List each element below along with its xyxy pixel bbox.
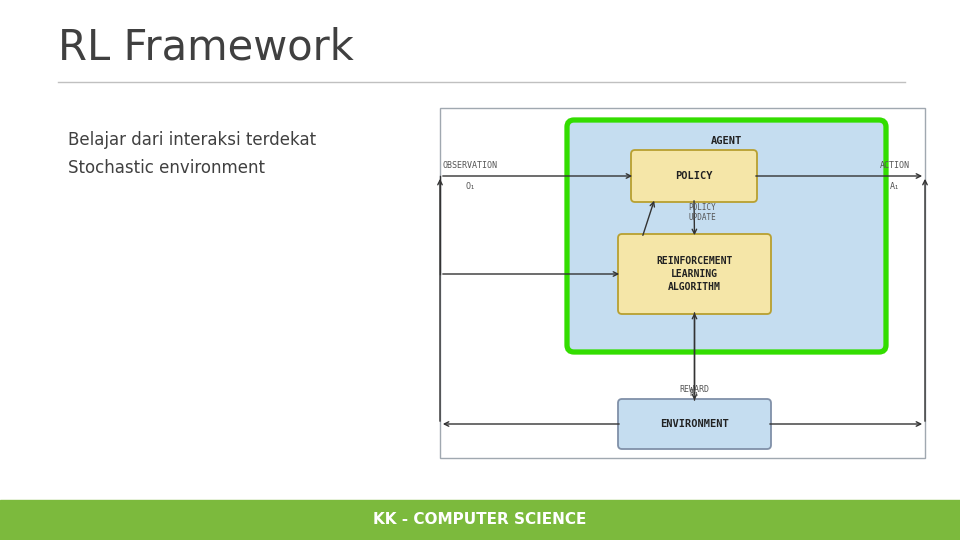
Text: ACTION: ACTION xyxy=(880,161,910,170)
Text: A₁: A₁ xyxy=(890,182,900,191)
FancyBboxPatch shape xyxy=(618,399,771,449)
Text: REWARD: REWARD xyxy=(680,384,709,394)
Text: POLICY: POLICY xyxy=(688,204,716,213)
Bar xyxy=(440,108,925,458)
Text: KK - COMPUTER SCIENCE: KK - COMPUTER SCIENCE xyxy=(373,512,587,528)
Text: UPDATE: UPDATE xyxy=(688,213,716,221)
Text: ENVIRONMENT: ENVIRONMENT xyxy=(660,419,729,429)
Text: Belajar dari interaksi terdekat: Belajar dari interaksi terdekat xyxy=(68,131,316,149)
FancyBboxPatch shape xyxy=(618,234,771,314)
Text: REINFORCEMENT
LEARNING
ALGORITHM: REINFORCEMENT LEARNING ALGORITHM xyxy=(657,256,732,292)
Text: RL Framework: RL Framework xyxy=(58,27,354,69)
Text: R₁: R₁ xyxy=(689,389,700,398)
FancyBboxPatch shape xyxy=(567,120,886,352)
Text: POLICY: POLICY xyxy=(675,171,712,181)
Text: Stochastic environment: Stochastic environment xyxy=(68,159,265,177)
Text: O₁: O₁ xyxy=(465,182,475,191)
Text: AGENT: AGENT xyxy=(710,136,742,146)
Text: OBSERVATION: OBSERVATION xyxy=(443,161,497,170)
Bar xyxy=(0,500,960,540)
FancyBboxPatch shape xyxy=(631,150,757,202)
